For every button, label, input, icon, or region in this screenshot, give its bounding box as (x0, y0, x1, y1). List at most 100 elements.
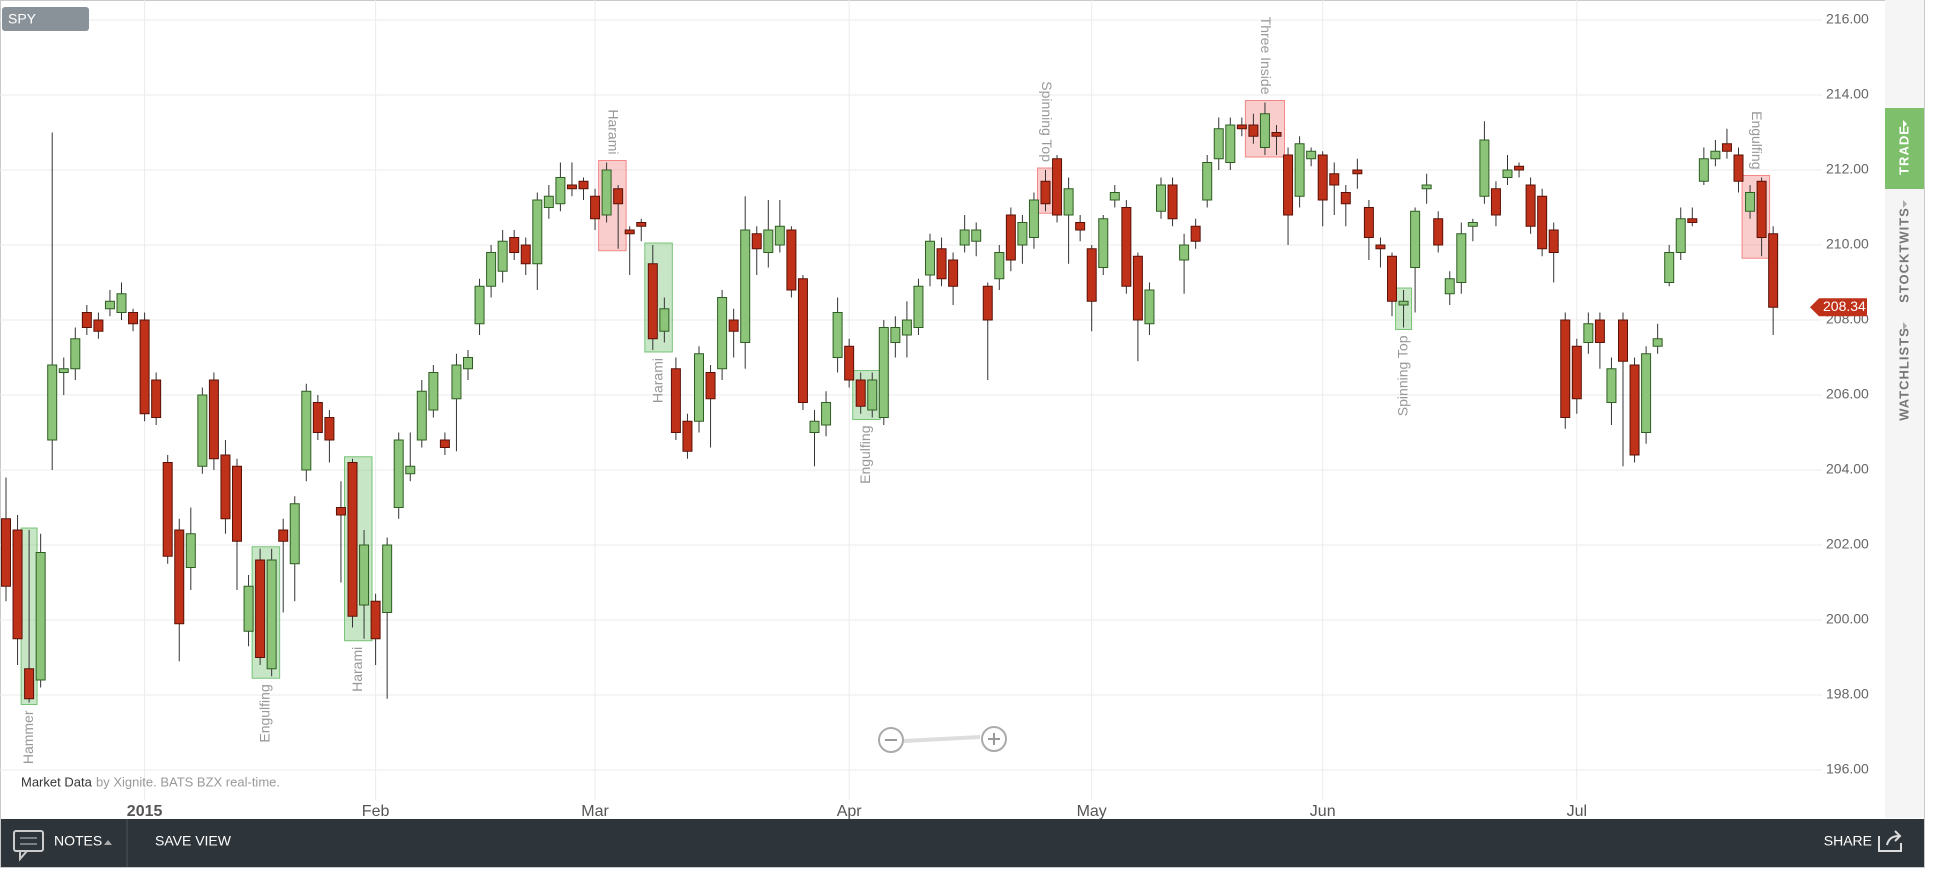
sidebar: TRADE STOCKTWITS WATCHLISTS (1885, 0, 1924, 818)
candle-body (1618, 319, 1628, 362)
candle-body (1768, 233, 1779, 308)
share-button[interactable]: SHARE (1824, 833, 1872, 849)
candle-body (185, 533, 196, 568)
sidebar-tab[interactable]: STOCKTWITS (1896, 207, 1911, 303)
candle-body (624, 229, 635, 235)
candle-body (1236, 124, 1247, 130)
last-price-label: 208.34 (1823, 298, 1866, 314)
candle-body (682, 420, 693, 452)
pattern-label: Hammer (20, 710, 36, 764)
symbol[interactable]: SPY (8, 11, 37, 27)
candle-body (497, 240, 508, 272)
labels: 196.00 198.00 200.00 202.00 204.00 206.00 208.… (20, 11, 1869, 821)
candle-body (959, 229, 970, 246)
candle-body (1144, 289, 1155, 325)
x-tick-label: Mar (581, 803, 609, 820)
candle-body (1179, 244, 1190, 261)
candle-body (93, 319, 104, 332)
candle-body (405, 465, 416, 475)
candle-body (58, 368, 69, 373)
tab-arrow (1903, 322, 1907, 330)
candle-body (797, 278, 808, 403)
pattern-label: Harami (649, 358, 665, 403)
candle-body (416, 390, 427, 441)
candle-body (301, 390, 312, 471)
candle-body (289, 503, 300, 565)
candle-body (312, 402, 323, 433)
notes-icon[interactable] (13, 830, 44, 852)
candle-body (705, 372, 716, 400)
candle-body (925, 240, 935, 276)
candle-body (763, 229, 774, 253)
candle-body (694, 353, 704, 422)
candle-body (255, 559, 266, 658)
candle-body (1687, 218, 1698, 223)
candle-body (1594, 319, 1605, 343)
candle-body (1525, 184, 1536, 227)
sidebar-tab[interactable]: WATCHLISTS (1896, 327, 1911, 421)
candles (1, 102, 1779, 703)
candle-body (278, 529, 289, 542)
symbol-badge[interactable] (2, 7, 89, 31)
candle-body (1606, 368, 1617, 403)
candle-body (1363, 207, 1374, 238)
sidebar-tab[interactable]: TRADE (1896, 125, 1911, 175)
candle-body (1652, 338, 1663, 347)
candle-body (717, 297, 728, 370)
candle-body (1271, 132, 1282, 137)
candle-body (855, 379, 866, 407)
candle-body (590, 195, 601, 220)
frame (0, 0, 1925, 868)
candle-body (832, 312, 843, 358)
x-tick-label: Apr (837, 803, 863, 820)
candle-body (1721, 143, 1732, 152)
candle-body (809, 420, 820, 433)
candle-body (1132, 255, 1143, 321)
candle-body (1387, 255, 1397, 302)
y-tick-label: 212.00 (1826, 161, 1869, 177)
candle-body (647, 263, 658, 340)
grid (0, 0, 1822, 800)
candle-body (774, 225, 785, 246)
candle-body (1294, 143, 1305, 197)
candle-body (1098, 218, 1109, 268)
candle-body (243, 585, 254, 632)
candle-body (890, 327, 901, 343)
candle-body (1283, 154, 1294, 216)
candle-body (162, 462, 173, 557)
candle-body (1537, 195, 1548, 250)
candle-body (844, 345, 855, 381)
candle-body (139, 319, 150, 415)
y-tick-label: 202.00 (1826, 536, 1869, 552)
candle-body (982, 285, 993, 321)
attribution-link[interactable]: Market Data (21, 774, 93, 789)
candle-body (116, 293, 127, 313)
candle-body (1490, 188, 1501, 216)
candle-body (994, 252, 1005, 280)
zoom-slider[interactable] (903, 735, 981, 743)
candle-body (347, 462, 358, 617)
candle-body (867, 379, 878, 411)
pattern-label: Engulfing (857, 426, 873, 484)
candle-body (1710, 150, 1721, 160)
toolbar-bg (1, 819, 1924, 867)
candle-body (1664, 252, 1675, 283)
notes-icon (19, 850, 28, 862)
candle-body (474, 285, 485, 325)
candle-body (1075, 222, 1086, 231)
candle-body (1340, 192, 1351, 205)
candle-body (104, 300, 115, 310)
notes-button[interactable]: NOTES (54, 833, 102, 849)
candle-body (439, 439, 450, 448)
candle-body (1629, 364, 1640, 456)
toolbar: NOTES SAVE VIEW SHARE (1, 819, 1924, 867)
candle-body (1514, 165, 1525, 171)
candle-body (936, 248, 947, 280)
candle-body (1502, 169, 1513, 178)
candle-body (1641, 353, 1652, 433)
save-view-button[interactable]: SAVE VIEW (155, 833, 232, 849)
candle-body (1225, 124, 1236, 163)
candle-body (1675, 218, 1686, 253)
pattern-label: Spinning Top (1394, 335, 1410, 416)
